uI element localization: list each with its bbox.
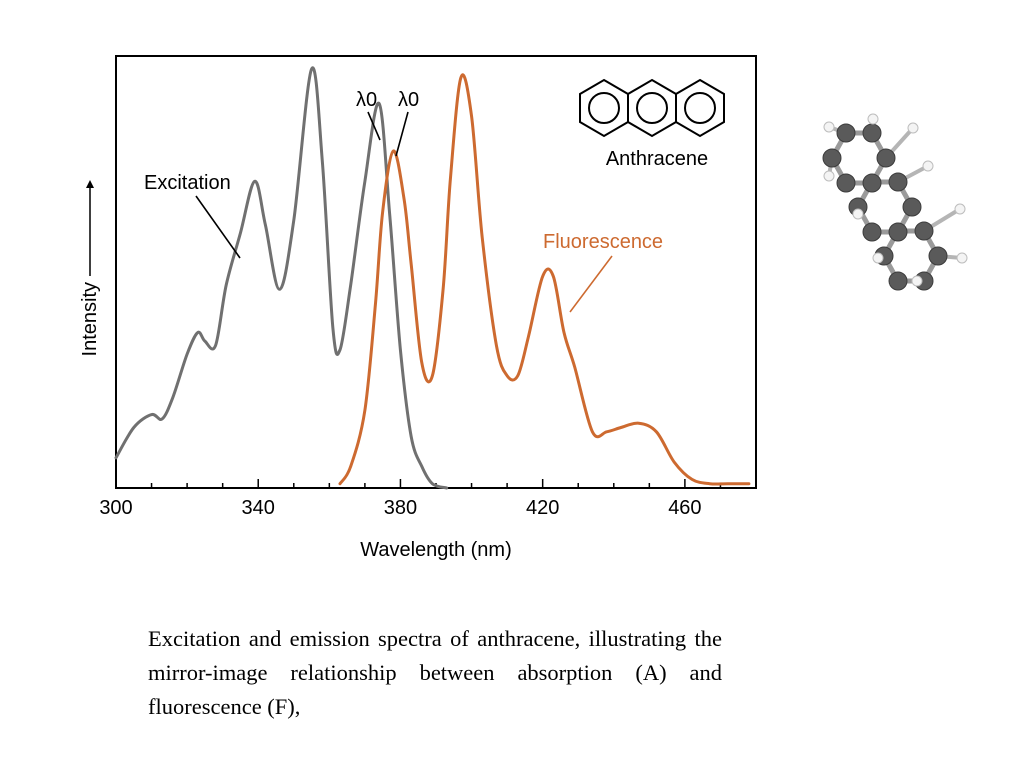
x-tick-label: 380 [384, 497, 417, 519]
model-carbon-atom [902, 197, 922, 217]
model-carbon-atom [888, 222, 908, 242]
model-carbon-atom [914, 221, 934, 241]
figure: 300 340 380 420 460 Wavelength (nm) Intensit… [79, 55, 968, 561]
model-carbon-atom [862, 222, 882, 242]
model-hydrogen-atom [872, 252, 884, 264]
figure-caption: Excitation and emission spectra of anthr… [148, 626, 722, 719]
lambda0-excitation-label: λ0 [356, 89, 377, 111]
model-carbon-atom [928, 246, 948, 266]
x-tick-label: 340 [242, 497, 275, 519]
model-carbon-atom [836, 173, 856, 193]
model-carbon-atom [836, 123, 856, 143]
x-tick-label: 300 [99, 497, 132, 519]
anthracene-ball-stick-icon [822, 113, 968, 291]
model-hydrogen-atom [956, 252, 968, 264]
model-hydrogen-atom [954, 203, 966, 215]
model-hydrogen-atom [852, 208, 864, 220]
excitation-leader [195, 195, 241, 259]
fluorescence-series-line [338, 73, 751, 486]
model-carbon-atom [876, 148, 896, 168]
model-carbon-atom [862, 123, 882, 143]
model-hydrogen-atom [911, 275, 923, 287]
inset-label: Anthracene [606, 148, 708, 170]
model-carbon-atom [822, 148, 842, 168]
y-axis-label: Intensity [79, 282, 101, 356]
x-axis-label: Wavelength (nm) [360, 539, 512, 561]
lambda0-fluorescence-leader [395, 111, 409, 157]
excitation-label: Excitation [144, 172, 231, 194]
model-carbon-atom [862, 173, 882, 193]
x-tick-label: 420 [526, 497, 559, 519]
model-carbon-atom [888, 271, 908, 291]
model-hydrogen-atom [867, 113, 879, 125]
series-layer [114, 66, 751, 490]
y-axis-title: Intensity [79, 180, 101, 356]
model-hydrogen-atom [823, 170, 835, 182]
anthracene-structure-icon [579, 78, 725, 138]
fluorescence-leader [569, 255, 613, 313]
excitation-series-line [114, 66, 449, 490]
lambda0-fluorescence-label: λ0 [398, 89, 419, 111]
x-tick-label: 460 [668, 497, 701, 519]
model-carbon-atom [888, 172, 908, 192]
model-hydrogen-atom [823, 121, 835, 133]
x-ticks: 300 340 380 420 460 [99, 479, 757, 519]
lambda0-excitation-leader [367, 111, 381, 141]
y-axis-arrow-head [86, 180, 94, 188]
model-hydrogen-atom [907, 122, 919, 134]
fluorescence-label: Fluorescence [543, 231, 663, 253]
model-hydrogen-atom [922, 160, 934, 172]
